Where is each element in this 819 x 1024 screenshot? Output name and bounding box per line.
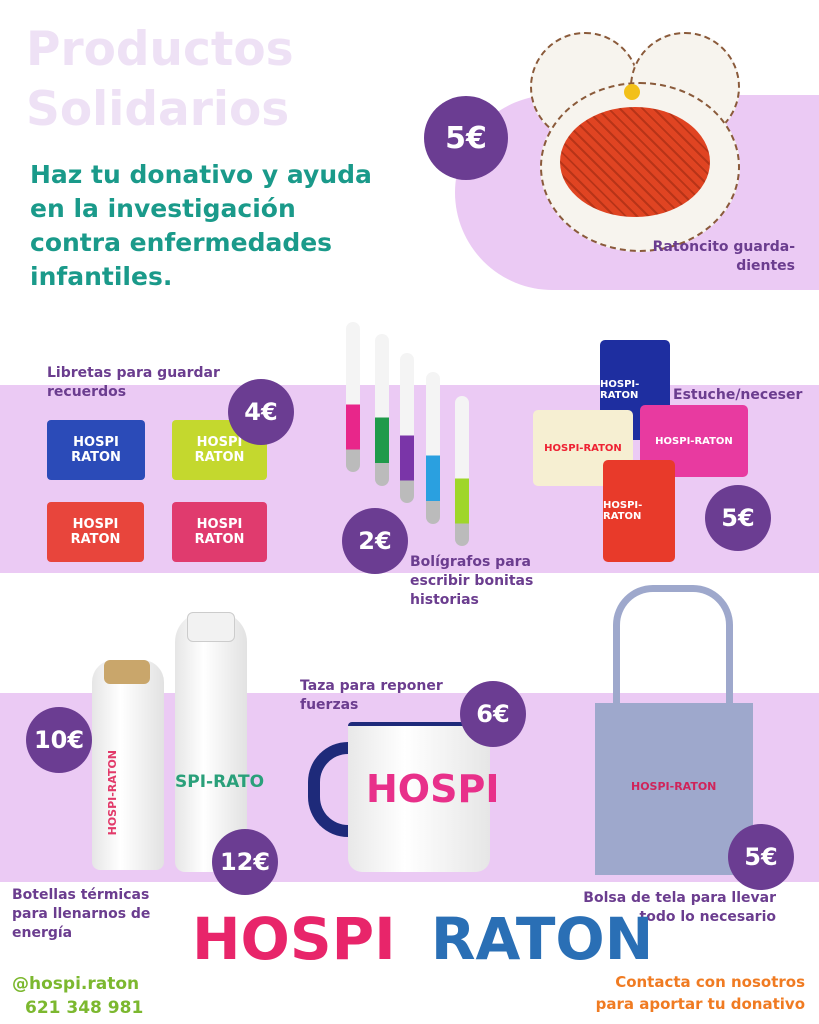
phone-number[interactable]: 621 348 981 bbox=[25, 998, 144, 1018]
pen-lime bbox=[455, 396, 469, 546]
page-title-line1: Productos bbox=[26, 22, 294, 77]
libreta-blue: HOSPI RATON bbox=[47, 420, 145, 480]
bottle-large-price-badge: 12€ bbox=[212, 829, 278, 895]
libretas-label: Libretas para guardar recuerdos bbox=[47, 365, 220, 400]
pen-pink bbox=[346, 322, 360, 472]
contact-text: Contacta con nosotros para aportar tu do… bbox=[595, 973, 805, 1013]
libreta-red: HOSPI RATON bbox=[47, 502, 144, 562]
bottle-small-price-badge: 10€ bbox=[26, 707, 92, 773]
estuche-label: Estuche/neceser bbox=[673, 387, 803, 403]
logo-text-hospi: HOSPI bbox=[192, 905, 396, 973]
mug-image: HOSPI bbox=[308, 722, 499, 872]
tote-bag-image: HOSPI-RATON bbox=[595, 585, 753, 875]
botellas-label: Botellas térmicas para llenarnos de ener… bbox=[12, 887, 151, 941]
mug-print: HOSPI bbox=[366, 767, 500, 811]
estuche-price-badge: 5€ bbox=[705, 485, 771, 551]
bottle-large-print: SPI-RATO bbox=[175, 772, 265, 792]
taza-label: Taza para reponer fuerzas bbox=[300, 678, 443, 713]
logo-text-raton: RATON bbox=[430, 905, 654, 973]
ratoncito-image bbox=[500, 32, 770, 262]
bottle-small-print: HOSPI-RATON bbox=[106, 750, 119, 836]
ratoncito-price-badge: 5€ bbox=[424, 96, 508, 180]
libreta-pink: HOSPI RATON bbox=[172, 502, 267, 562]
taza-price-badge: 6€ bbox=[460, 681, 526, 747]
ratoncito-label: Ratoncito guarda-dientes bbox=[652, 239, 795, 274]
pen-green bbox=[375, 334, 389, 486]
bolsa-price-badge: 5€ bbox=[728, 824, 794, 890]
tote-print: HOSPI-RATON bbox=[631, 780, 717, 793]
subtitle: Haz tu donativo y ayuda en la investigac… bbox=[30, 160, 372, 291]
bolsa-label: Bolsa de tela para llevar todo lo necesa… bbox=[583, 890, 776, 925]
page-title-line2: Solidarios bbox=[26, 82, 290, 137]
pen-purple bbox=[400, 353, 414, 503]
boligrafos-price-badge: 2€ bbox=[342, 508, 408, 574]
bottle-small: HOSPI-RATON bbox=[92, 660, 164, 870]
boligrafos-label: Bolígrafos para escribir bonitas histori… bbox=[410, 554, 534, 608]
libretas-price-badge: 4€ bbox=[228, 379, 294, 445]
bottle-large: SPI-RATO bbox=[175, 612, 264, 872]
estuche-red: HOSPI-RATON bbox=[603, 460, 675, 562]
pen-blue bbox=[426, 372, 440, 524]
social-handle[interactable]: @hospi.raton bbox=[12, 974, 140, 994]
hospi-raton-logo: HOSPI RATON bbox=[192, 905, 653, 973]
